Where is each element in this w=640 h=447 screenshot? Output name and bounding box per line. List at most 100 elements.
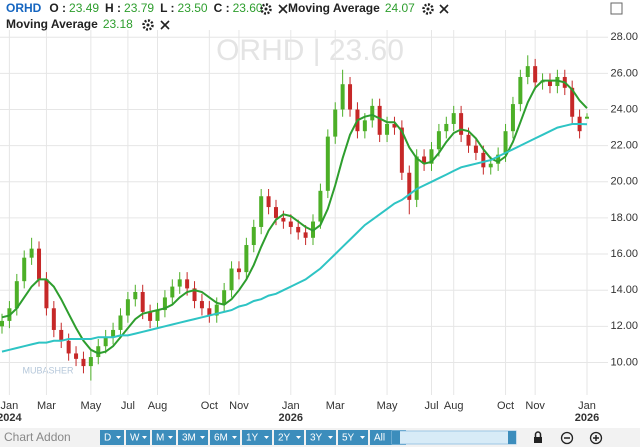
dropdown-arrow	[116, 436, 121, 439]
candle-body	[325, 136, 330, 191]
range-button[interactable]: W	[126, 430, 150, 445]
x-tick-label: Nov	[229, 400, 249, 412]
candle-body	[503, 131, 508, 155]
y-tick-label: 26.00	[610, 67, 638, 79]
x-tick-label: Aug	[148, 400, 168, 412]
candle-body	[236, 268, 241, 273]
settings-icon[interactable]	[142, 19, 154, 31]
candle-body	[399, 127, 404, 173]
range-button-bg	[178, 430, 208, 445]
candle-body	[585, 116, 589, 119]
candle-body	[74, 353, 79, 359]
candle-body	[533, 66, 538, 83]
x-tick-label: Aug	[444, 400, 464, 412]
field-value: 23.79	[124, 1, 154, 15]
candle-body	[111, 329, 116, 338]
range-slider[interactable]	[391, 430, 517, 445]
candle-body	[348, 84, 353, 110]
maximize-icon[interactable]	[610, 2, 623, 15]
x-tick-label: Mar	[326, 400, 345, 412]
range-button[interactable]: 6M	[210, 430, 240, 445]
range-button[interactable]: M	[152, 430, 176, 445]
candle-body	[407, 172, 412, 200]
range-button-label: 5Y	[342, 433, 355, 444]
candle-body	[96, 346, 101, 358]
slider-handle[interactable]	[508, 431, 516, 444]
zoom-in[interactable]	[589, 431, 603, 445]
candle-body	[510, 104, 515, 132]
candle-body	[148, 311, 153, 321]
x-tick-label: Jan	[282, 400, 300, 412]
lock-icon[interactable]	[534, 431, 542, 443]
settings-icon[interactable]	[422, 3, 434, 15]
ma-legend: Moving Average 24.07	[288, 1, 415, 15]
candle-body	[303, 232, 308, 238]
y-tick-label: 28.00	[610, 31, 638, 43]
range-button-bg	[152, 430, 176, 445]
indicator-value: 23.18	[103, 17, 133, 31]
candle-body	[385, 123, 390, 135]
chart-addon[interactable]: Chart Addon	[4, 430, 71, 444]
range-button-label: M	[156, 433, 164, 444]
candle-body	[37, 248, 42, 280]
range-button-label: 6M	[214, 433, 228, 444]
candle-body	[192, 288, 197, 302]
x-tick-label: May	[80, 400, 101, 412]
range-button-label: 3M	[182, 433, 196, 444]
range-button-label: 3Y	[310, 433, 323, 444]
candle-body	[451, 113, 456, 124]
x-tick-label: Jan	[1, 400, 19, 412]
slider-handle[interactable]	[392, 431, 400, 444]
candle-body	[333, 109, 338, 137]
logo: MUBASHER	[22, 365, 74, 375]
symbol: ORHD	[6, 1, 42, 15]
range-button[interactable]: 1Y	[242, 430, 272, 445]
range-button-bg	[100, 430, 124, 445]
candle-body	[422, 156, 427, 164]
candle-body	[281, 217, 286, 222]
y-tick-label: 16.00	[610, 248, 638, 260]
range-button-label: 1Y	[246, 433, 259, 444]
candle-body	[570, 87, 575, 117]
candle-body	[496, 154, 501, 164]
candle-body	[266, 196, 271, 208]
range-button[interactable]: 3M	[178, 430, 208, 445]
candle-body	[118, 315, 123, 330]
range-button-bg	[210, 430, 240, 445]
range-button-bg	[338, 430, 368, 445]
range-button-label: 2Y	[278, 433, 291, 444]
candle-body	[44, 279, 49, 309]
dropdown-arrow	[296, 436, 301, 439]
candle-body	[481, 152, 486, 168]
settings-icon[interactable]	[260, 3, 272, 15]
candle-body	[473, 145, 478, 153]
range-button-bg	[242, 430, 272, 445]
field-key: H :	[105, 1, 121, 15]
x-tick-label: Jan	[578, 400, 596, 412]
x-year-label: 2024	[0, 412, 23, 424]
candle-body	[88, 357, 93, 367]
indicator-value: 24.07	[385, 1, 415, 15]
close-icon[interactable]	[439, 4, 449, 14]
candle-body	[444, 123, 449, 132]
candle-body	[222, 290, 227, 305]
field-key: O :	[49, 1, 66, 15]
range-button[interactable]: 2Y	[274, 430, 304, 445]
candle-body	[288, 221, 293, 227]
candle-body	[244, 245, 249, 273]
moving-average-line	[1, 79, 588, 355]
dropdown-arrow	[168, 436, 173, 439]
field-value: 23.50	[178, 1, 208, 15]
y-tick-label: 10.00	[610, 356, 638, 368]
close-icon[interactable]	[160, 20, 170, 30]
x-tick-label: Jul	[424, 400, 438, 412]
range-button[interactable]: 3Y	[306, 430, 336, 445]
zoom-out[interactable]	[560, 431, 574, 445]
range-button[interactable]: 5Y	[338, 430, 368, 445]
close-icon[interactable]	[278, 4, 288, 14]
range-button[interactable]: D	[100, 430, 124, 445]
ohlc-legend: ORHD O :23.49 H :23.79 L : 23.50 C :23.60	[6, 1, 263, 15]
candle-body	[22, 257, 27, 282]
x-year-label: 2026	[279, 412, 303, 424]
